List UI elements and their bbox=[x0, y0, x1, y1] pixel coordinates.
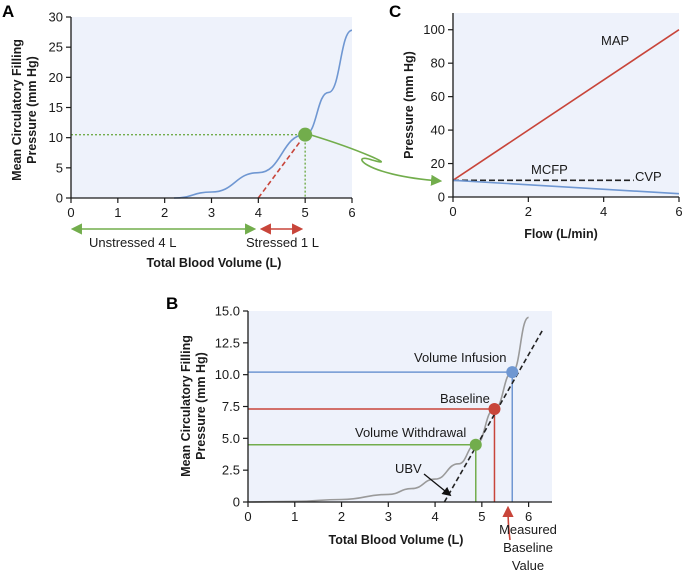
panel-b-points bbox=[469, 366, 519, 451]
panel-c-ytick-label: 60 bbox=[431, 89, 445, 104]
panel-a-ytick-label: 5 bbox=[56, 160, 63, 175]
measured-arrow bbox=[502, 505, 514, 541]
measured-label-1: Measured bbox=[499, 522, 557, 537]
panel-a: A 0 5 10 15 20 25 30 0 1 2 3 4 5 6 Mean Circulatory … bbox=[2, 2, 356, 270]
panel-c-xtick-label: 4 bbox=[600, 204, 607, 219]
panel-a-xtick-label: 2 bbox=[161, 205, 168, 220]
mcfp-label: MCFP bbox=[531, 162, 568, 177]
baseline-label: Baseline bbox=[440, 391, 490, 406]
panel-a-compliance-curve bbox=[173, 29, 353, 199]
panel-b-axes bbox=[247, 311, 552, 503]
panel-b-xtick-label: 2 bbox=[338, 509, 345, 524]
panel-a-plot-area bbox=[71, 17, 352, 198]
panel-c-axes bbox=[452, 13, 679, 198]
panel-a-xtick-label: 6 bbox=[348, 205, 355, 220]
panel-c-letter: C bbox=[389, 2, 401, 21]
panel-b-xtick-label: 5 bbox=[478, 509, 485, 524]
panel-b-y-ticks: 0 2.5 5.0 7.5 10.0 12.5 15.0 bbox=[215, 304, 248, 510]
panel-c-xtick-label: 6 bbox=[675, 204, 682, 219]
panel-a-y-ticks: 0 5 10 15 20 25 30 bbox=[49, 10, 71, 206]
panel-a-letter: A bbox=[2, 2, 14, 21]
panel-b: B 0 2.5 5.0 7.5 10.0 12.5 15.0 0 1 2 3 4 5 6 Volume … bbox=[166, 294, 557, 573]
panel-b-point bbox=[488, 403, 501, 416]
panel-b-xtick-label: 3 bbox=[385, 509, 392, 524]
panel-b-ytick-label: 0 bbox=[233, 495, 240, 510]
panel-c-ylabel: Pressure (mm Hg) bbox=[402, 51, 416, 159]
panel-a-ylabel-1: Mean Circulatory Filling bbox=[10, 39, 24, 181]
panel-a-xtick-label: 5 bbox=[302, 205, 309, 220]
panel-b-point bbox=[469, 438, 482, 451]
panel-a-xlabel: Total Blood Volume (L) bbox=[147, 256, 282, 270]
panel-a-ylabel-2: Pressure (mm Hg) bbox=[25, 56, 39, 164]
panel-b-ytick-label: 2.5 bbox=[222, 463, 240, 478]
panel-b-ytick-label: 7.5 bbox=[222, 399, 240, 414]
panel-b-ytick-label: 15.0 bbox=[215, 304, 240, 319]
volume-withdrawal-label: Volume Withdrawal bbox=[355, 425, 466, 440]
measured-label-3: Value bbox=[512, 558, 544, 573]
map-label: MAP bbox=[601, 33, 629, 48]
panel-b-xtick-label: 6 bbox=[525, 509, 532, 524]
measured-label-2: Baseline bbox=[503, 540, 553, 555]
panel-c: C 0 20 40 60 80 100 0 2 4 6 MAP MCFP CVP Pressur… bbox=[389, 2, 683, 241]
panel-c-xlabel: Flow (L/min) bbox=[524, 227, 598, 241]
panel-a-xtick-label: 4 bbox=[255, 205, 262, 220]
panel-a-xtick-label: 0 bbox=[67, 205, 74, 220]
panel-a-ytick-label: 25 bbox=[49, 40, 63, 55]
panel-c-ytick-label: 20 bbox=[431, 156, 445, 171]
cvp-label: CVP bbox=[635, 169, 662, 184]
cvp-line bbox=[452, 179, 680, 195]
panel-a-ytick-label: 10 bbox=[49, 130, 63, 145]
panel-c-y-ticks: 0 20 40 60 80 100 bbox=[423, 22, 453, 205]
unstressed-label: Unstressed 4 L bbox=[89, 235, 176, 250]
panel-b-ytick-label: 10.0 bbox=[215, 367, 240, 382]
panel-c-ytick-label: 80 bbox=[431, 56, 445, 71]
panel-c-x-ticks: 0 2 4 6 bbox=[449, 197, 683, 219]
panel-b-xlabel: Total Blood Volume (L) bbox=[329, 533, 464, 547]
panel-c-ytick-label: 40 bbox=[431, 123, 445, 138]
panel-c-xtick-label: 0 bbox=[449, 204, 456, 219]
panel-c-ytick-label: 100 bbox=[423, 22, 445, 37]
panel-a-ytick-label: 30 bbox=[49, 10, 63, 25]
panel-a-x-ticks: 0 1 2 3 4 5 6 bbox=[67, 198, 356, 220]
panel-b-plot-area bbox=[248, 311, 552, 502]
ubv-label: UBV bbox=[395, 461, 422, 476]
panel-a-stressed-tangent bbox=[257, 134, 306, 199]
panel-b-point bbox=[506, 366, 519, 379]
connector-arrow bbox=[310, 134, 443, 186]
panel-b-xtick-label: 4 bbox=[431, 509, 438, 524]
panel-b-compliance-curve bbox=[247, 316, 530, 503]
panel-b-ylabel-1: Mean Circulatory Filling bbox=[179, 335, 193, 477]
panel-b-letter: B bbox=[166, 294, 178, 313]
panel-b-ylabel-2: Pressure (mm Hg) bbox=[194, 352, 208, 460]
panel-a-ytick-label: 0 bbox=[56, 191, 63, 206]
panel-a-ytick-label: 20 bbox=[49, 70, 63, 85]
panel-b-x-ticks: 0 1 2 3 4 5 6 bbox=[244, 502, 532, 524]
panel-c-xtick-label: 2 bbox=[525, 204, 532, 219]
panel-a-xtick-label: 1 bbox=[114, 205, 121, 220]
panel-b-ubv-tangent bbox=[443, 329, 544, 503]
map-line bbox=[452, 29, 680, 181]
panel-a-xtick-label: 3 bbox=[208, 205, 215, 220]
volume-infusion-label: Volume Infusion bbox=[414, 350, 507, 365]
stressed-label: Stressed 1 L bbox=[246, 235, 319, 250]
panel-a-axes bbox=[70, 17, 352, 199]
panel-c-ytick-label: 0 bbox=[438, 190, 445, 205]
panel-b-xtick-label: 0 bbox=[244, 509, 251, 524]
panel-a-operating-point bbox=[298, 127, 313, 142]
panel-b-guides bbox=[248, 371, 513, 502]
panel-b-xtick-label: 1 bbox=[291, 509, 298, 524]
panel-b-ytick-label: 5.0 bbox=[222, 431, 240, 446]
panel-b-ytick-label: 12.5 bbox=[215, 335, 240, 350]
panel-a-ytick-label: 15 bbox=[49, 100, 63, 115]
ubv-arrow bbox=[423, 473, 452, 497]
